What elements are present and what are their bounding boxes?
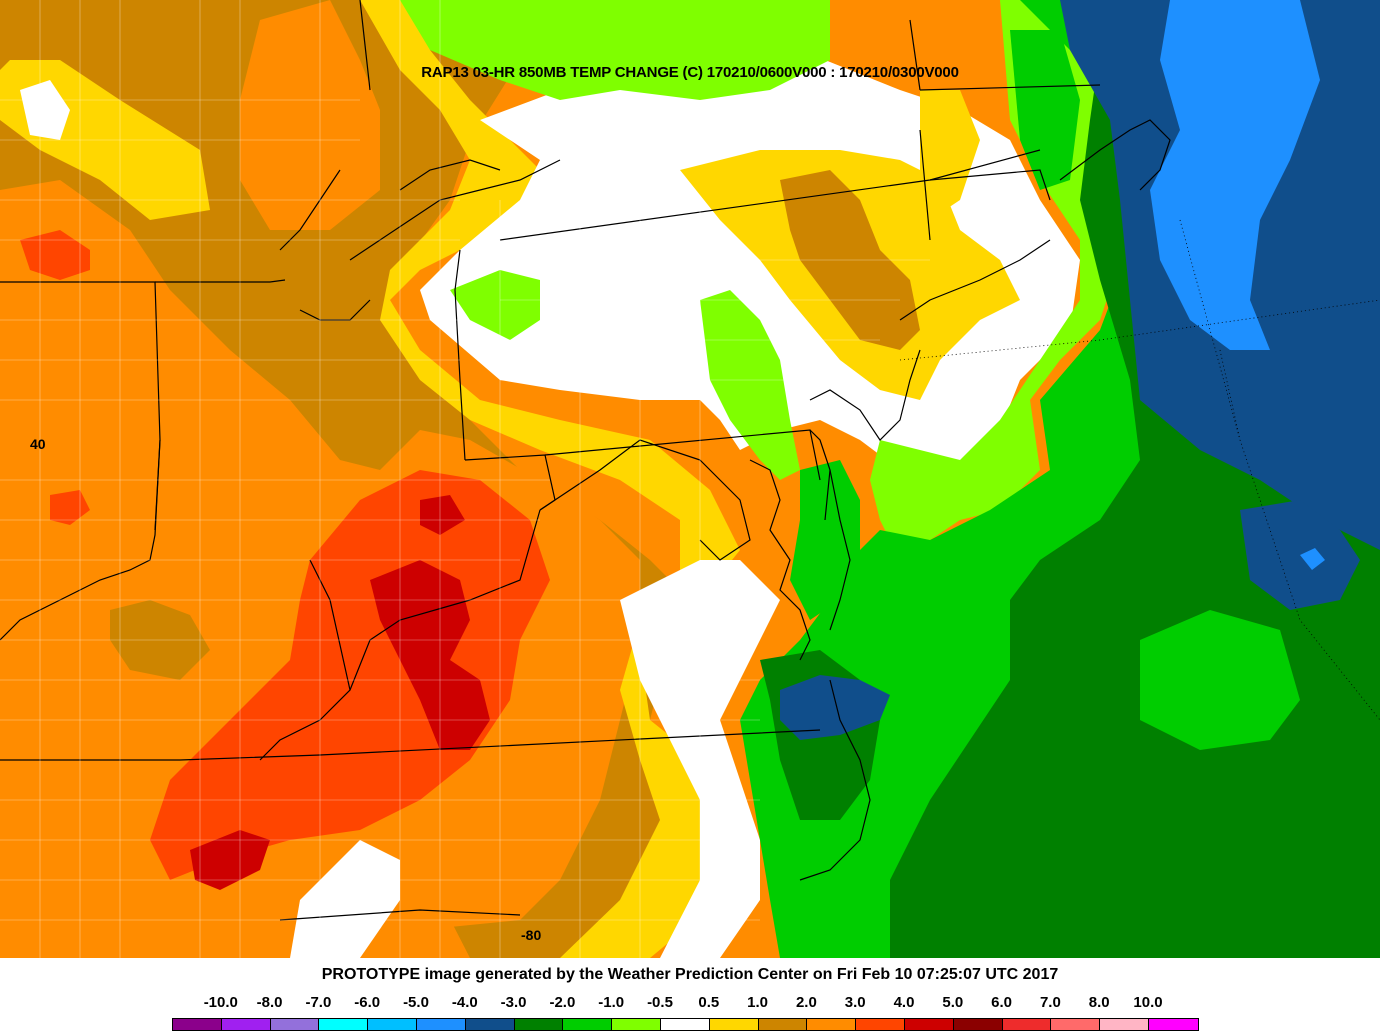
- legend-label: -5.0: [403, 994, 429, 1011]
- legend-swatch: [173, 1019, 222, 1030]
- legend-label: -0.5: [647, 994, 673, 1011]
- legend-label: -1.0: [598, 994, 625, 1011]
- field-white-nw: [20, 80, 70, 140]
- field-lightgreen-pa: [450, 270, 540, 340]
- legend-swatch: [1100, 1019, 1149, 1030]
- legend-label: -8.0: [256, 994, 283, 1011]
- legend-swatch: [758, 1019, 808, 1030]
- legend-label: 6.0: [991, 994, 1013, 1011]
- field-lightgreen-top: [400, 0, 830, 100]
- legend-label: -6.0: [354, 994, 381, 1011]
- field-green-ne: [1010, 30, 1080, 190]
- legend-label: 1.0: [747, 994, 769, 1011]
- map-canvas: [0, 0, 1380, 958]
- legend-swatch: [612, 1019, 661, 1030]
- field-orange-lakes: [240, 0, 380, 230]
- credit-text: PROTOTYPE image generated by the Weather…: [321, 966, 1059, 983]
- legend-label: 7.0: [1039, 994, 1061, 1011]
- legend-label: 10.0: [1133, 994, 1163, 1011]
- latitude-label: 40: [30, 436, 46, 452]
- field-darkred-south: [190, 830, 270, 890]
- legend-swatch: [1148, 1019, 1198, 1030]
- legend-label: 4.0: [893, 994, 915, 1011]
- legend-swatch: [465, 1019, 515, 1030]
- legend-label: -2.0: [549, 994, 576, 1011]
- legend-swatch: [709, 1019, 759, 1030]
- county-lines: [0, 0, 930, 958]
- field-green-inner: [1140, 610, 1300, 750]
- legend-label: -3.0: [500, 994, 527, 1011]
- legend-swatch: [1051, 1019, 1101, 1030]
- legend-labels: -10.0 -8.0 -7.0 -6.0 -5.0 -4.0 -3.0 -2.0 -1.0 -0.…: [0, 994, 1380, 1014]
- legend-swatch: [416, 1019, 466, 1030]
- graticule: [899, 219, 1380, 721]
- longitude-label: -80: [521, 927, 542, 943]
- field-red-west: [20, 230, 90, 280]
- legend-swatch: [904, 1019, 954, 1030]
- field-darkred-north: [420, 495, 465, 535]
- field-blue-ne: [1150, 0, 1320, 350]
- legend-label: 8.0: [1088, 994, 1110, 1011]
- field-blue-spot: [1300, 548, 1325, 570]
- legend-label: 5.0: [942, 994, 964, 1011]
- legend-swatch: [368, 1019, 417, 1030]
- field-green-coast-md: [790, 460, 860, 620]
- field-red-wv: [150, 470, 550, 880]
- field-white-sw: [290, 840, 400, 958]
- footer: PROTOTYPE image generated by the Weather…: [0, 958, 1380, 1035]
- legend-label: 2.0: [795, 994, 817, 1011]
- field-yellow-band: [360, 0, 740, 958]
- state-boundaries: [0, 0, 1101, 921]
- field-yellow-ne: [920, 90, 980, 220]
- legend-swatch: [660, 1019, 710, 1030]
- legend-color-bar: [172, 1018, 1199, 1031]
- legend-label: -10.0: [203, 994, 238, 1011]
- legend-swatch: [221, 1019, 271, 1030]
- map-title: RAP13 03-HR 850MB TEMP CHANGE (C) 170210…: [421, 64, 959, 81]
- legend-swatch: [856, 1019, 905, 1030]
- legend-swatch: [514, 1019, 564, 1030]
- legend-swatch: [953, 1019, 1003, 1030]
- temperature-change-map: RAP13 03-HR 850MB TEMP CHANGE (C) 170210…: [0, 0, 1380, 958]
- legend-swatch: [270, 1019, 320, 1030]
- legend-label: 3.0: [844, 994, 866, 1011]
- legend-label: 0.5: [698, 994, 720, 1011]
- legend-label: -4.0: [451, 994, 478, 1011]
- legend-swatch: [807, 1019, 857, 1030]
- legend-swatch: [563, 1019, 613, 1030]
- field-darkblue-va: [780, 675, 890, 740]
- legend-swatch: [319, 1019, 369, 1030]
- field-lightgreen-md: [700, 290, 800, 480]
- legend-label: -7.0: [305, 994, 332, 1011]
- legend-swatch: [1002, 1019, 1052, 1030]
